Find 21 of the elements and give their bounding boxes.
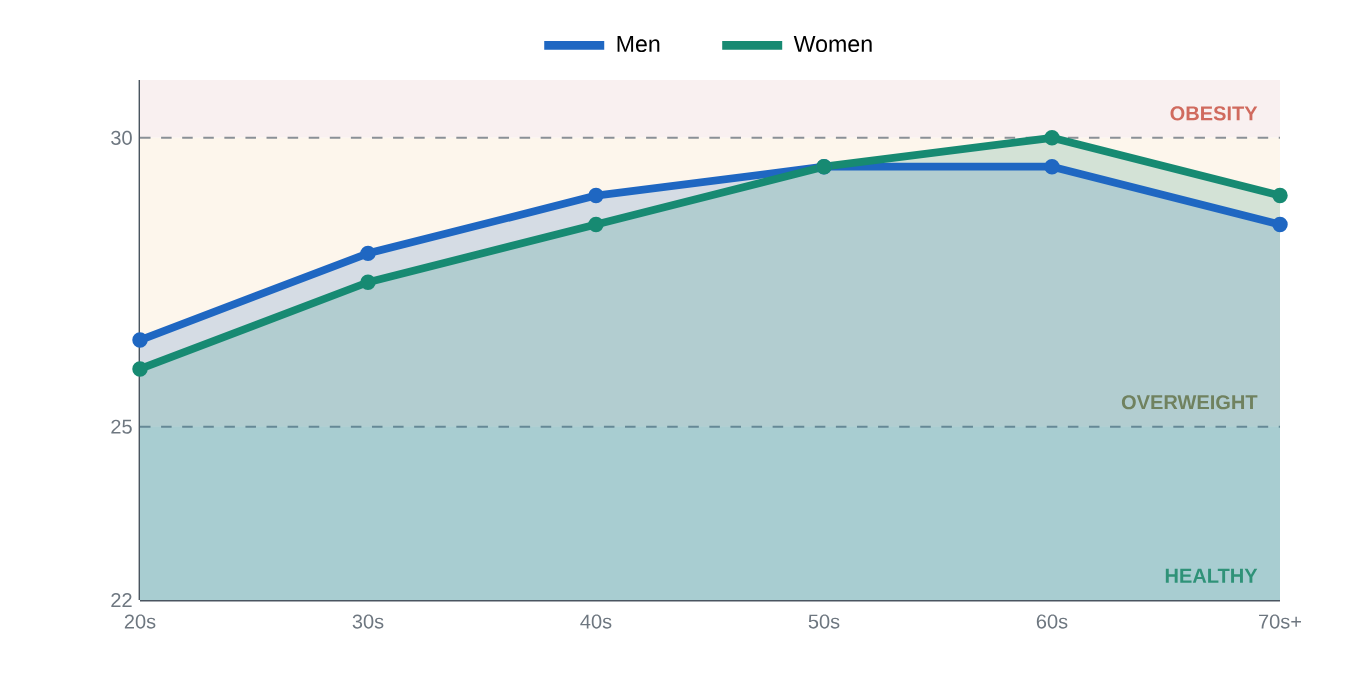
x-tick-label: 60s — [1036, 614, 1068, 629]
legend-label: Men — [617, 35, 660, 53]
legend-label: Women — [793, 35, 872, 53]
band-label: OBESITY — [1170, 106, 1258, 121]
x-tick-label: 50s — [808, 614, 840, 629]
y-tick-label: 25 — [111, 419, 132, 434]
x-tick-label: 70s+ — [1259, 614, 1301, 629]
x-tick-label: 40s — [580, 614, 612, 629]
band-label: OVERWEIGHT — [1121, 395, 1258, 410]
point — [132, 361, 148, 377]
point — [1272, 187, 1288, 204]
y-tick-label: 30 — [111, 130, 132, 145]
x-tick-label: 30s — [352, 614, 384, 629]
point — [132, 332, 148, 348]
x-tick-label: 20s — [124, 614, 156, 629]
y-tick-label: 22 — [111, 593, 132, 608]
point — [1272, 216, 1288, 233]
band-label: HEALTHY — [1165, 568, 1258, 583]
point — [360, 245, 376, 262]
point — [588, 187, 604, 204]
point — [1044, 158, 1060, 175]
